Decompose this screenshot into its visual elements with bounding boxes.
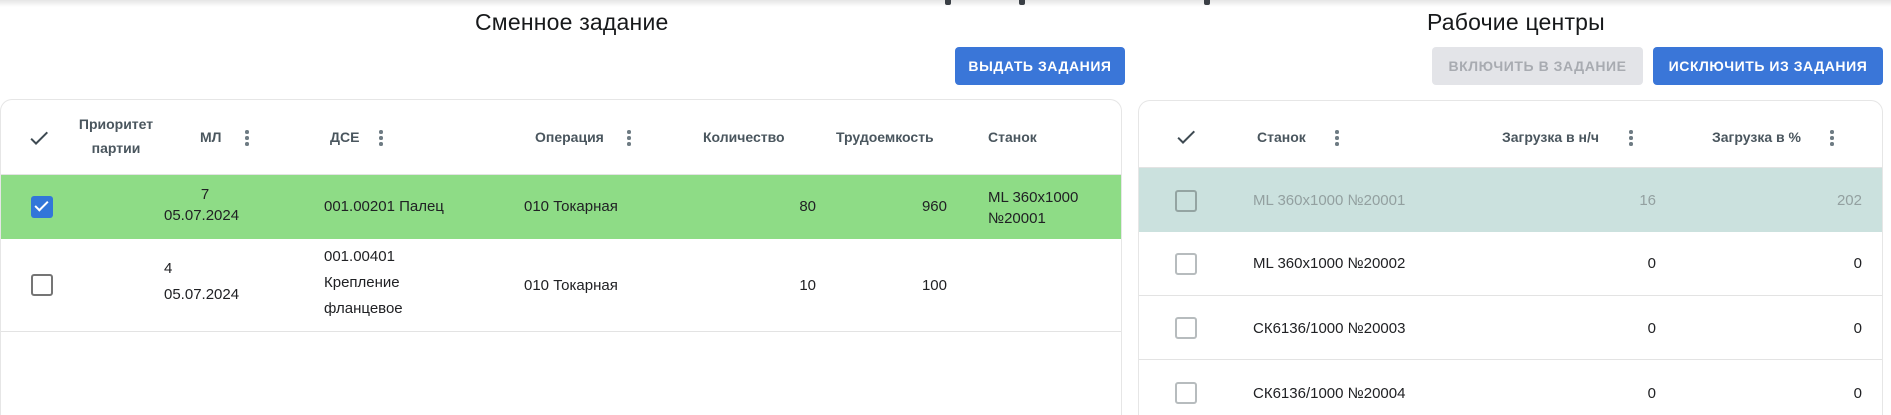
load-hours-cell: 0: [1647, 255, 1656, 272]
column-header-quantity: Количество: [703, 129, 785, 145]
load-percent-cell: 0: [1853, 385, 1862, 402]
quantity-cell: 10: [799, 277, 816, 294]
row-checkbox-unchecked[interactable]: [1175, 382, 1197, 404]
column-header-priority: Приоритет партии: [78, 116, 154, 156]
quantity-cell: 80: [799, 198, 816, 215]
row-checkbox-unchecked[interactable]: [1175, 317, 1197, 339]
table-row[interactable]: [1, 175, 1121, 239]
exclude-from-task-button[interactable]: ИСКЛЮЧИТЬ ИЗ ЗАДАНИЯ: [1653, 47, 1883, 85]
column-header-labor: Трудоемкость: [836, 129, 934, 145]
include-in-task-button[interactable]: ВКЛЮЧИТЬ В ЗАДАНИЕ: [1432, 47, 1643, 85]
column-menu-icon[interactable]: [374, 127, 388, 149]
machine-cell: ML 360x1000 №20001: [988, 189, 1079, 227]
row-checkbox-disabled[interactable]: [1175, 190, 1197, 212]
cropped-text-fragment: [945, 0, 951, 5]
load-percent-cell: 0: [1853, 255, 1862, 272]
column-header-dse: ДСЕ: [330, 129, 360, 145]
cropped-text-fragment: [1204, 0, 1210, 5]
labor-cell: 960: [921, 198, 947, 215]
row-divider: [1, 331, 1121, 332]
column-header-operation: Операция: [535, 129, 604, 145]
header-divider: [1, 174, 1121, 175]
machine-cell: ML 360x1000 №20001: [1253, 192, 1406, 209]
select-all-check-icon[interactable]: [27, 126, 51, 150]
column-menu-icon[interactable]: [622, 127, 636, 149]
labor-cell: 100: [921, 277, 947, 294]
load-hours-cell: 0: [1647, 385, 1656, 402]
ml-cell: 4 05.07.2024: [164, 260, 240, 303]
column-header-load-percent: Загрузка в %: [1712, 129, 1801, 145]
issue-tasks-button[interactable]: ВЫДАТЬ ЗАДАНИЯ: [955, 47, 1125, 85]
ml-cell: 7 05.07.2024: [164, 186, 240, 224]
column-header-machine: Станок: [1257, 129, 1306, 145]
operation-cell: 010 Токарная: [524, 198, 618, 215]
load-hours-cell: 16: [1639, 192, 1656, 209]
row-checkbox-unchecked[interactable]: [1175, 253, 1197, 275]
load-hours-cell: 0: [1647, 320, 1656, 337]
cropped-text-fragment: [1019, 0, 1025, 5]
machine-cell: ML 360x1000 №20002: [1253, 255, 1406, 272]
machine-cell: СК6136/1000 №20004: [1253, 385, 1406, 402]
select-all-check-icon[interactable]: [1174, 125, 1198, 149]
load-percent-cell: 202: [1836, 192, 1862, 209]
load-percent-cell: 0: [1853, 320, 1862, 337]
right-panel-title: Рабочие центры: [1427, 9, 1605, 35]
column-menu-icon[interactable]: [240, 127, 254, 149]
column-header-load-hours: Загрузка в н/ч: [1502, 129, 1599, 145]
table-row[interactable]: [1139, 168, 1882, 232]
operation-cell: 010 Токарная: [524, 277, 618, 294]
dse-cell: 001.00401 Крепление фланцевое: [324, 248, 403, 317]
column-menu-icon[interactable]: [1825, 127, 1839, 149]
machine-cell: СК6136/1000 №20003: [1253, 320, 1406, 337]
row-checkbox-checked[interactable]: [31, 196, 53, 218]
row-checkbox-unchecked[interactable]: [31, 274, 53, 296]
column-menu-icon[interactable]: [1624, 127, 1638, 149]
left-panel-title: Сменное задание: [475, 9, 669, 35]
column-header-ml: МЛ: [200, 129, 222, 145]
column-menu-icon[interactable]: [1330, 127, 1344, 149]
row-divider: [1139, 359, 1882, 360]
dse-cell: 001.00201 Палец: [324, 198, 444, 215]
work-centers-table-card: [1138, 100, 1883, 415]
column-header-machine: Станок: [988, 129, 1037, 145]
row-divider: [1139, 295, 1882, 296]
header-divider: [1139, 167, 1882, 168]
shift-task-table-card: [0, 99, 1122, 415]
